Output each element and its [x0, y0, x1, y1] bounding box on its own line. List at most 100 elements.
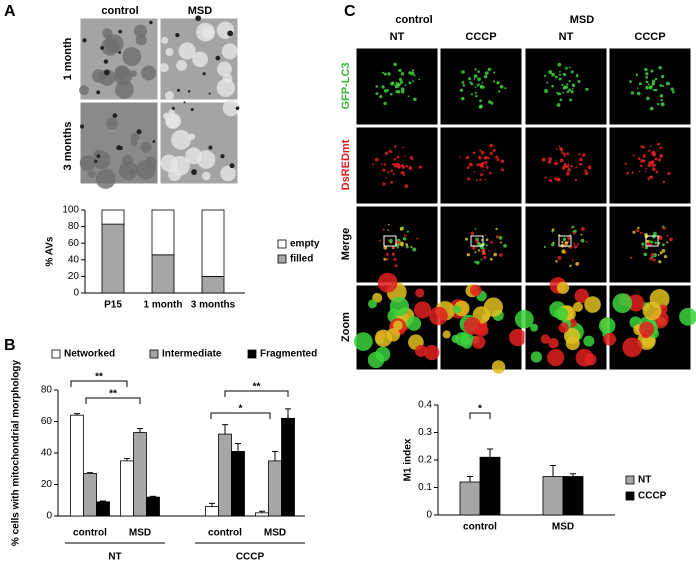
signal	[571, 87, 574, 90]
bar	[268, 460, 282, 517]
signal	[400, 80, 404, 84]
signal	[390, 180, 394, 184]
signal	[645, 72, 649, 76]
y-tick-label: 60	[68, 238, 80, 249]
signal	[563, 237, 566, 240]
signal	[405, 243, 409, 246]
signal	[466, 166, 470, 169]
granule	[171, 106, 175, 110]
granule	[96, 154, 101, 158]
signal	[565, 165, 568, 169]
signal	[559, 158, 564, 163]
signal	[603, 332, 617, 346]
granule	[136, 129, 142, 135]
signal	[573, 301, 583, 312]
signal	[499, 241, 502, 244]
signal	[387, 229, 389, 231]
signal	[679, 307, 696, 326]
signal	[498, 235, 503, 240]
signal	[556, 177, 561, 182]
signal	[630, 91, 635, 95]
bar	[255, 512, 269, 517]
error-bar	[259, 510, 265, 513]
signal	[561, 83, 564, 86]
signal	[644, 67, 648, 72]
signal	[653, 231, 657, 236]
organelle	[188, 133, 196, 141]
signal	[484, 157, 487, 160]
granule	[152, 140, 156, 143]
zoom-box	[558, 235, 572, 247]
signal	[393, 320, 403, 331]
x-tick-label: MSD	[552, 522, 574, 533]
organelle	[176, 59, 188, 71]
signal	[552, 241, 555, 244]
granule	[227, 30, 234, 37]
signal	[649, 175, 654, 179]
signal	[629, 256, 633, 260]
signal	[643, 252, 648, 257]
signal	[546, 81, 549, 84]
signal	[393, 164, 396, 166]
signal	[460, 331, 474, 345]
bar	[205, 506, 219, 517]
signal	[466, 253, 471, 257]
organelle	[140, 141, 152, 153]
granule	[215, 55, 221, 61]
zoom-box	[470, 235, 484, 247]
signal	[563, 85, 567, 89]
signal	[649, 85, 653, 89]
organelle	[222, 99, 240, 117]
signal	[514, 309, 534, 329]
signal	[487, 67, 492, 72]
significance-label: *	[239, 404, 243, 415]
y-tick-label: 0.4	[418, 400, 432, 411]
row-label: DsREDmt	[340, 139, 352, 190]
signal	[497, 90, 501, 93]
signal	[382, 168, 386, 172]
signal	[485, 244, 488, 247]
organelle	[165, 48, 174, 57]
granule	[177, 88, 181, 92]
signal	[474, 68, 477, 71]
column-label: MSD	[188, 5, 213, 17]
signal	[543, 74, 547, 77]
organelle	[115, 80, 134, 99]
error-bar	[87, 472, 93, 474]
signal	[566, 83, 569, 86]
legend-label: empty	[290, 239, 320, 250]
signal	[403, 234, 406, 237]
signal	[471, 335, 486, 349]
y-tick-label: 20	[68, 271, 80, 282]
signal	[452, 305, 462, 314]
signal	[654, 88, 658, 92]
significance-bracket	[210, 412, 271, 419]
organelle	[168, 167, 182, 182]
signal	[374, 329, 393, 347]
signal	[569, 98, 573, 102]
signal	[561, 240, 564, 244]
signal	[580, 233, 583, 236]
organelle	[95, 168, 116, 189]
signal	[503, 244, 507, 248]
signal	[479, 99, 483, 103]
signal	[383, 88, 388, 93]
signal	[393, 62, 397, 67]
organelle	[185, 147, 203, 165]
signal	[400, 90, 405, 94]
signal	[574, 178, 578, 181]
signal	[551, 84, 554, 88]
signal	[389, 92, 393, 96]
y-tick-label: 0.3	[418, 427, 432, 438]
granule	[190, 108, 194, 111]
legend-label: NT	[638, 475, 651, 486]
organelle	[192, 51, 208, 68]
signal	[492, 148, 496, 152]
legend-label: Fragmented	[260, 349, 317, 360]
x-tick-label: MSD	[264, 528, 286, 539]
signal	[585, 240, 588, 243]
signal	[570, 164, 573, 168]
bar	[218, 433, 232, 517]
signal	[478, 83, 480, 86]
signal	[470, 231, 475, 236]
